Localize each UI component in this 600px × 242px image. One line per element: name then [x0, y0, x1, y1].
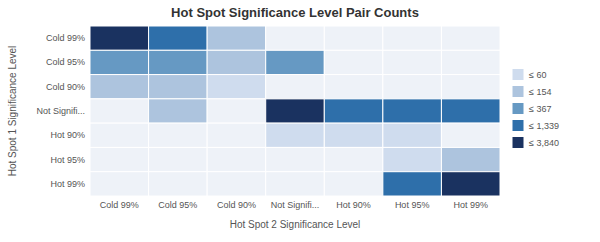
x-axis-label: Hot Spot 2 Significance Level — [230, 219, 361, 230]
cell — [149, 172, 208, 196]
y-tick-label: Hot 90% — [50, 130, 85, 140]
cell — [266, 75, 325, 99]
y-tick-label: Not Signifi... — [36, 106, 85, 116]
cell — [90, 123, 149, 147]
cell — [324, 99, 383, 123]
x-tick-label: Hot 99% — [453, 200, 488, 210]
cell — [383, 50, 442, 74]
cells — [90, 26, 500, 196]
legend-swatch — [512, 120, 524, 132]
x-tick-label: Hot 90% — [336, 200, 371, 210]
cell — [324, 123, 383, 147]
cell — [149, 26, 208, 50]
cell — [441, 172, 500, 196]
cell — [324, 50, 383, 74]
cell — [207, 75, 266, 99]
y-tick-label: Hot 99% — [50, 179, 85, 189]
legend-swatch — [512, 86, 524, 98]
cell — [441, 123, 500, 147]
cell — [207, 172, 266, 196]
cell — [90, 99, 149, 123]
cell — [441, 26, 500, 50]
title: Hot Spot Significance Level Pair Counts — [171, 5, 419, 20]
cell — [207, 123, 266, 147]
cell — [149, 50, 208, 74]
cell — [149, 75, 208, 99]
cell — [90, 147, 149, 171]
cell — [383, 147, 442, 171]
cell — [90, 172, 149, 196]
legend-label: ≤ 3,840 — [529, 138, 559, 148]
cell — [383, 99, 442, 123]
chart: Hot Spot Significance Level Pair Counts C… — [0, 0, 600, 242]
legend-swatch — [512, 103, 524, 115]
cell — [266, 172, 325, 196]
cell — [383, 123, 442, 147]
cell — [441, 147, 500, 171]
x-tick-label: Hot 95% — [395, 200, 430, 210]
cell — [149, 99, 208, 123]
cell — [441, 50, 500, 74]
legend-label: ≤ 60 — [529, 70, 546, 80]
cell — [266, 99, 325, 123]
cell — [207, 26, 266, 50]
cell — [324, 172, 383, 196]
cell — [149, 123, 208, 147]
cell — [207, 99, 266, 123]
legend-label: ≤ 367 — [529, 104, 551, 114]
cell — [383, 26, 442, 50]
cell — [441, 75, 500, 99]
y-axis-label: Hot Spot 1 Significance Level — [7, 46, 18, 177]
cell — [149, 147, 208, 171]
cell — [207, 50, 266, 74]
legend-label: ≤ 1,339 — [529, 121, 559, 131]
legend-label: ≤ 154 — [529, 87, 551, 97]
cell — [266, 26, 325, 50]
x-tick-label: Not Signifi... — [271, 200, 320, 210]
cell — [383, 75, 442, 99]
cell — [266, 123, 325, 147]
y-tick-label: Cold 99% — [46, 33, 85, 43]
x-tick-label: Cold 90% — [217, 200, 256, 210]
cell — [383, 172, 442, 196]
cell — [324, 26, 383, 50]
cell — [207, 147, 266, 171]
y-tick-label: Cold 90% — [46, 82, 85, 92]
cell — [90, 75, 149, 99]
cell — [266, 50, 325, 74]
cell — [90, 50, 149, 74]
cell — [90, 26, 149, 50]
legend-swatch — [512, 69, 524, 81]
legend-swatch — [512, 137, 524, 149]
cell — [324, 75, 383, 99]
y-tick-label: Cold 95% — [46, 57, 85, 67]
cell — [441, 99, 500, 123]
cell — [324, 147, 383, 171]
x-tick-label: Cold 95% — [158, 200, 197, 210]
cell — [266, 147, 325, 171]
y-tick-label: Hot 95% — [50, 155, 85, 165]
legend: ≤ 60 ≤ 154 ≤ 367 ≤ 1,339 ≤ 3,840 — [512, 69, 559, 149]
x-tick-label: Cold 99% — [100, 200, 139, 210]
